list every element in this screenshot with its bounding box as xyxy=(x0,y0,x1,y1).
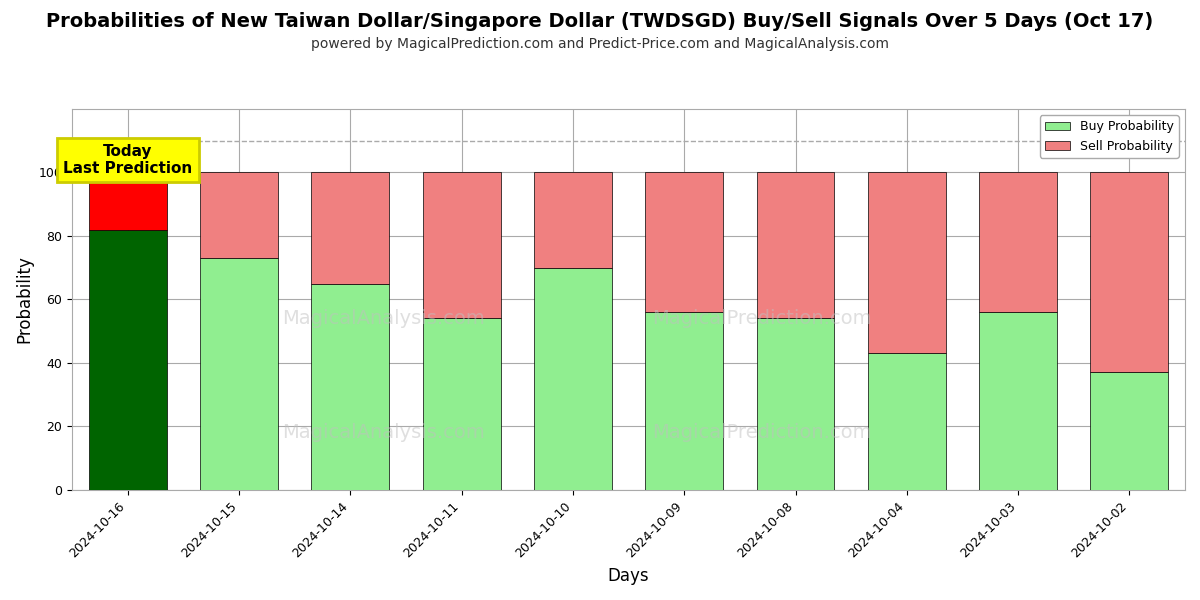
Bar xyxy=(756,172,834,319)
Text: MagicalAnalysis.com: MagicalAnalysis.com xyxy=(282,309,485,328)
Bar xyxy=(534,172,612,268)
Bar xyxy=(868,172,946,353)
Bar xyxy=(1091,373,1169,490)
Text: powered by MagicalPrediction.com and Predict-Price.com and MagicalAnalysis.com: powered by MagicalPrediction.com and Pre… xyxy=(311,37,889,51)
Text: MagicalPrediction.com: MagicalPrediction.com xyxy=(653,309,872,328)
Bar xyxy=(756,319,834,490)
Bar xyxy=(646,312,724,490)
Bar xyxy=(422,319,500,490)
Bar xyxy=(979,312,1057,490)
Text: Probabilities of New Taiwan Dollar/Singapore Dollar (TWDSGD) Buy/Sell Signals Ov: Probabilities of New Taiwan Dollar/Singa… xyxy=(47,12,1153,31)
X-axis label: Days: Days xyxy=(607,567,649,585)
Bar xyxy=(979,172,1057,312)
Bar xyxy=(312,172,389,284)
Text: MagicalPrediction.com: MagicalPrediction.com xyxy=(653,423,872,442)
Bar xyxy=(89,230,167,490)
Bar xyxy=(1091,172,1169,373)
Text: Today
Last Prediction: Today Last Prediction xyxy=(64,144,192,176)
Text: MagicalAnalysis.com: MagicalAnalysis.com xyxy=(282,423,485,442)
Bar xyxy=(89,172,167,230)
Bar xyxy=(646,172,724,312)
Bar xyxy=(312,284,389,490)
Y-axis label: Probability: Probability xyxy=(16,256,34,343)
Bar xyxy=(534,268,612,490)
Bar xyxy=(200,172,278,258)
Bar xyxy=(200,258,278,490)
Legend: Buy Probability, Sell Probability: Buy Probability, Sell Probability xyxy=(1040,115,1178,158)
Bar xyxy=(868,353,946,490)
Bar xyxy=(422,172,500,319)
